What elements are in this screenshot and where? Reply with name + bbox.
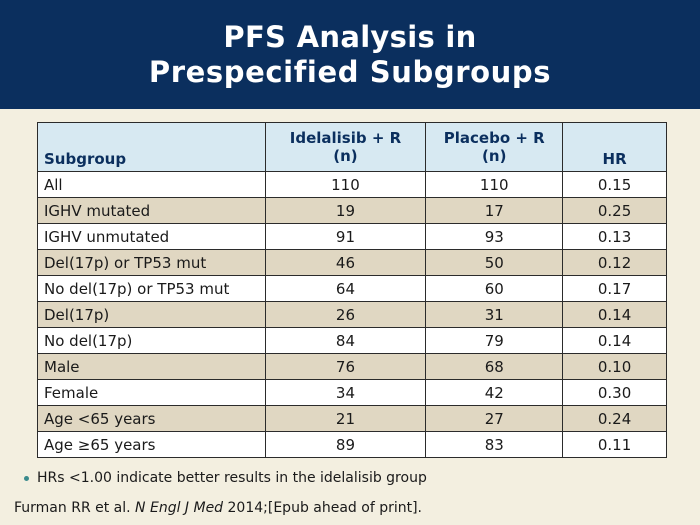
table-row: Del(17p) or TP53 mut 46 50 0.12 xyxy=(37,249,667,276)
cell-subgroup: All xyxy=(37,171,266,198)
cell-idelalisib-n: 34 xyxy=(264,379,427,406)
table-header: Subgroup Idelalisib + R (n) Placebo + R … xyxy=(37,122,667,172)
cell-placebo-n: 27 xyxy=(425,405,564,432)
header-placebo: Placebo + R (n) xyxy=(425,122,564,172)
header-idelalisib-line1: Idelalisib + R xyxy=(289,129,402,147)
header-placebo-line1: Placebo + R xyxy=(443,129,545,147)
header-idelalisib: Idelalisib + R (n) xyxy=(264,122,427,172)
cell-hr: 0.17 xyxy=(562,275,667,302)
table-row: No del(17p) or TP53 mut 64 60 0.17 xyxy=(37,275,667,302)
footnote-text: HRs <1.00 indicate better results in the… xyxy=(37,470,427,486)
cell-idelalisib-n: 110 xyxy=(264,171,427,198)
cell-hr: 0.10 xyxy=(562,353,667,380)
cell-idelalisib-n: 64 xyxy=(264,275,427,302)
slide-title-banner: PFS Analysis in Prespecified Subgroups xyxy=(0,0,700,109)
cell-placebo-n: 17 xyxy=(425,197,564,224)
cell-idelalisib-n: 21 xyxy=(264,405,427,432)
table-row: Del(17p) 26 31 0.14 xyxy=(37,301,667,328)
slide-title-line-2: Prespecified Subgroups xyxy=(148,54,552,89)
header-subgroup: Subgroup xyxy=(37,122,266,172)
cell-subgroup: IGHV mutated xyxy=(37,197,266,224)
cell-hr: 0.15 xyxy=(562,171,667,198)
cell-placebo-n: 31 xyxy=(425,301,564,328)
cell-subgroup: No del(17p) xyxy=(37,327,266,354)
cell-idelalisib-n: 89 xyxy=(264,431,427,458)
cell-placebo-n: 83 xyxy=(425,431,564,458)
cell-idelalisib-n: 46 xyxy=(264,249,427,276)
cell-hr: 0.24 xyxy=(562,405,667,432)
cell-placebo-n: 110 xyxy=(425,171,564,198)
cell-subgroup: Age ≥65 years xyxy=(37,431,266,458)
header-placebo-line2: (n) xyxy=(482,147,507,165)
cell-subgroup: Del(17p) or TP53 mut xyxy=(37,249,266,276)
cell-placebo-n: 68 xyxy=(425,353,564,380)
cell-hr: 0.30 xyxy=(562,379,667,406)
cell-idelalisib-n: 76 xyxy=(264,353,427,380)
cell-subgroup: Del(17p) xyxy=(37,301,266,328)
cell-hr: 0.13 xyxy=(562,223,667,250)
cell-idelalisib-n: 84 xyxy=(264,327,427,354)
cell-subgroup: Male xyxy=(37,353,266,380)
table-row: No del(17p) 84 79 0.14 xyxy=(37,327,667,354)
citation-authors: Furman RR et al. xyxy=(14,500,136,516)
cell-placebo-n: 79 xyxy=(425,327,564,354)
header-hr: HR xyxy=(562,122,667,172)
cell-placebo-n: 60 xyxy=(425,275,564,302)
subgroups-table: Subgroup Idelalisib + R (n) Placebo + R … xyxy=(37,122,667,458)
cell-hr: 0.25 xyxy=(562,197,667,224)
cell-subgroup: No del(17p) or TP53 mut xyxy=(37,275,266,302)
cell-placebo-n: 93 xyxy=(425,223,564,250)
cell-hr: 0.11 xyxy=(562,431,667,458)
cell-placebo-n: 50 xyxy=(425,249,564,276)
cell-hr: 0.14 xyxy=(562,327,667,354)
footnote: HRs <1.00 indicate better results in the… xyxy=(24,470,427,486)
table-body: All 110 110 0.15 IGHV mutated 19 17 0.25 IGHV un… xyxy=(37,171,667,458)
table-row: All 110 110 0.15 xyxy=(37,171,667,198)
cell-subgroup: Age <65 years xyxy=(37,405,266,432)
cell-subgroup: Female xyxy=(37,379,266,406)
slide-title-line-1: PFS Analysis in xyxy=(223,19,477,54)
cell-subgroup: IGHV unmutated xyxy=(37,223,266,250)
cell-hr: 0.12 xyxy=(562,249,667,276)
citation: Furman RR et al. N Engl J Med 2014;[Epub… xyxy=(14,500,422,516)
header-idelalisib-line2: (n) xyxy=(333,147,358,165)
table-row: IGHV unmutated 91 93 0.13 xyxy=(37,223,667,250)
table-row: Female 34 42 0.30 xyxy=(37,379,667,406)
table-row: IGHV mutated 19 17 0.25 xyxy=(37,197,667,224)
citation-journal: N Engl J Med xyxy=(135,500,224,516)
table-row: Age ≥65 years 89 83 0.11 xyxy=(37,431,667,458)
table-row: Age <65 years 21 27 0.24 xyxy=(37,405,667,432)
cell-placebo-n: 42 xyxy=(425,379,564,406)
bullet-icon xyxy=(24,475,29,481)
table-row: Male 76 68 0.10 xyxy=(37,353,667,380)
cell-idelalisib-n: 91 xyxy=(264,223,427,250)
cell-idelalisib-n: 26 xyxy=(264,301,427,328)
cell-idelalisib-n: 19 xyxy=(264,197,427,224)
citation-details: 2014;[Epub ahead of print]. xyxy=(223,500,423,516)
cell-hr: 0.14 xyxy=(562,301,667,328)
